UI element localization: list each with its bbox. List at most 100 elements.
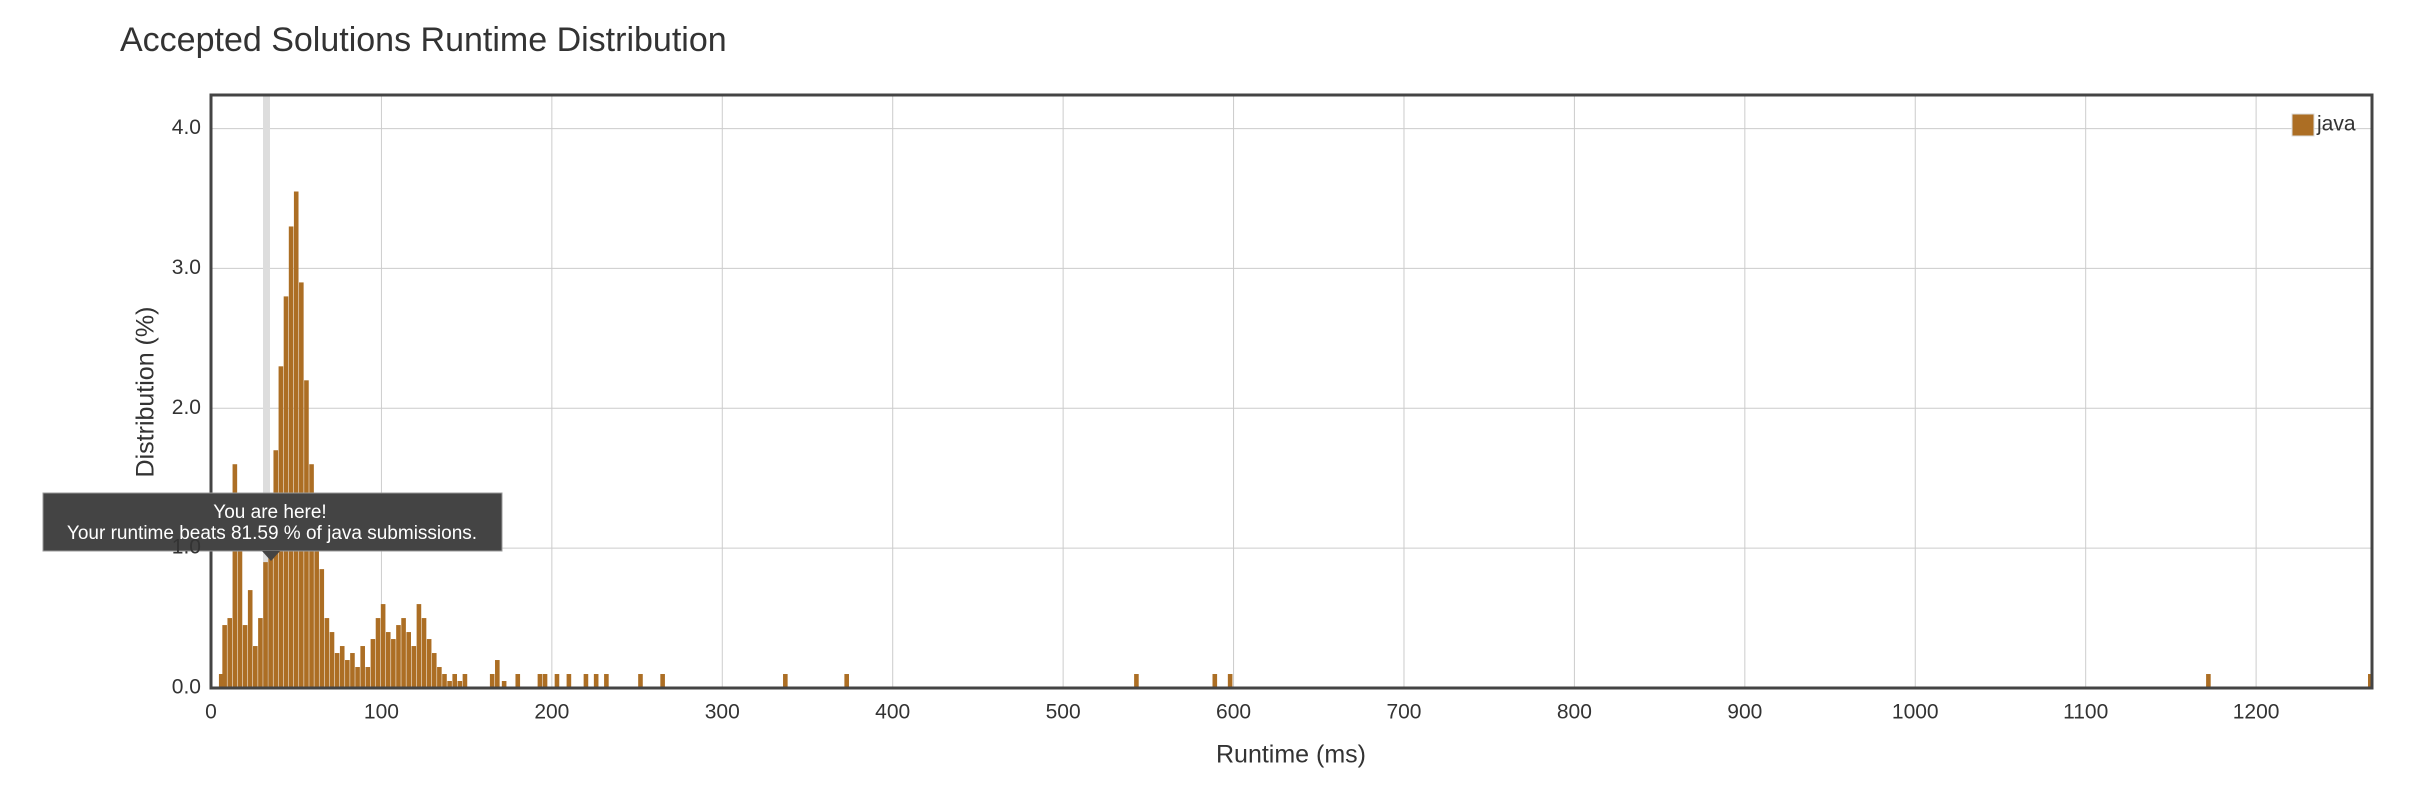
bar xyxy=(411,646,417,688)
bar xyxy=(426,639,432,688)
bar xyxy=(375,618,381,688)
bar xyxy=(237,548,243,688)
bar xyxy=(345,660,350,688)
bar xyxy=(370,639,376,688)
x-tick-label: 100 xyxy=(364,701,399,724)
bar xyxy=(406,632,411,688)
bar xyxy=(437,667,442,688)
bar xyxy=(1227,674,1233,688)
plot-frame xyxy=(209,93,2374,690)
bar xyxy=(462,674,468,688)
bar xyxy=(222,625,227,688)
y-axis-label: Distribution (%) xyxy=(132,307,160,478)
bar xyxy=(515,674,521,688)
bar xyxy=(350,653,355,688)
bar xyxy=(844,674,849,688)
tooltip-text: Your runtime beats 81.59 % of java submi… xyxy=(67,523,477,544)
grid xyxy=(210,95,2372,689)
x-tick-label: 800 xyxy=(1557,701,1592,724)
bar xyxy=(416,604,422,688)
tooltip-pointer xyxy=(262,551,280,561)
bar xyxy=(247,590,253,688)
bar xyxy=(604,674,609,688)
bar xyxy=(583,674,589,688)
x-tick-label: 500 xyxy=(1046,701,1081,724)
bar xyxy=(1134,674,1139,688)
bar xyxy=(537,674,543,688)
bar xyxy=(365,667,371,688)
x-tick-label: 200 xyxy=(534,701,569,724)
bar xyxy=(273,450,279,688)
bar xyxy=(232,464,238,688)
bar xyxy=(2367,674,2373,688)
bar xyxy=(360,646,365,688)
bar xyxy=(396,625,401,688)
bar xyxy=(566,674,572,688)
bar xyxy=(660,674,665,688)
bar xyxy=(421,618,427,688)
x-tick-label: 600 xyxy=(1216,701,1251,724)
tooltip: You are here! Your runtime beats 81.59 %… xyxy=(42,492,503,561)
bars xyxy=(218,191,2373,688)
bar xyxy=(380,604,386,688)
y-tick-label: 3.0 xyxy=(172,256,201,279)
x-tick-label: 400 xyxy=(875,701,910,724)
bar xyxy=(334,653,340,688)
bar xyxy=(355,667,360,688)
bar xyxy=(638,674,643,688)
bar xyxy=(299,282,304,688)
bar xyxy=(319,569,325,688)
bar xyxy=(489,674,495,688)
bar xyxy=(495,660,500,688)
bar xyxy=(401,618,406,688)
bar xyxy=(339,646,345,688)
x-tick-label: 1100 xyxy=(2063,701,2108,724)
bar xyxy=(258,618,263,688)
y-tick-label: 4.0 xyxy=(172,116,201,139)
legend: java xyxy=(2291,113,2356,137)
bar xyxy=(263,562,268,688)
bar xyxy=(783,674,788,688)
bar xyxy=(1212,674,1218,688)
bar xyxy=(324,618,330,688)
runtime-highlight xyxy=(263,95,270,688)
y-tick-label: 2.0 xyxy=(172,396,201,419)
y-tick-label: 0.0 xyxy=(172,676,201,699)
bar xyxy=(452,674,458,688)
bar xyxy=(442,674,447,688)
bar xyxy=(242,625,248,688)
bar xyxy=(391,639,396,688)
x-tick-label: 1200 xyxy=(2233,701,2280,724)
x-tick-label: 300 xyxy=(705,701,740,724)
x-tick-label: 1000 xyxy=(1892,701,1939,724)
bar xyxy=(283,296,289,688)
x-axis-label: Runtime (ms) xyxy=(1216,741,1366,769)
legend-swatch xyxy=(2291,113,2315,137)
bar xyxy=(253,646,258,688)
bar xyxy=(431,653,437,688)
bar xyxy=(593,674,599,688)
bar xyxy=(314,548,319,688)
x-tick-label: 0 xyxy=(205,701,217,724)
bar xyxy=(554,674,560,688)
bar xyxy=(293,191,299,688)
bar xyxy=(457,681,463,688)
legend-label: java xyxy=(2316,113,2356,136)
tooltip-box xyxy=(42,492,503,552)
x-tick-label: 700 xyxy=(1386,701,1421,724)
bar xyxy=(227,618,233,688)
chart-title: Accepted Solutions Runtime Distribution xyxy=(120,21,727,59)
tooltip-title: You are here! xyxy=(213,502,326,523)
x-tick-label: 900 xyxy=(1727,701,1762,724)
bar xyxy=(385,632,391,688)
bar xyxy=(218,674,224,688)
bar xyxy=(268,506,273,688)
y-tick-label: 1.0 xyxy=(172,536,201,559)
bar xyxy=(2206,674,2211,688)
bar xyxy=(542,674,548,688)
bar xyxy=(329,632,335,688)
bar xyxy=(447,681,452,688)
bar xyxy=(501,681,507,688)
bar xyxy=(288,226,294,688)
